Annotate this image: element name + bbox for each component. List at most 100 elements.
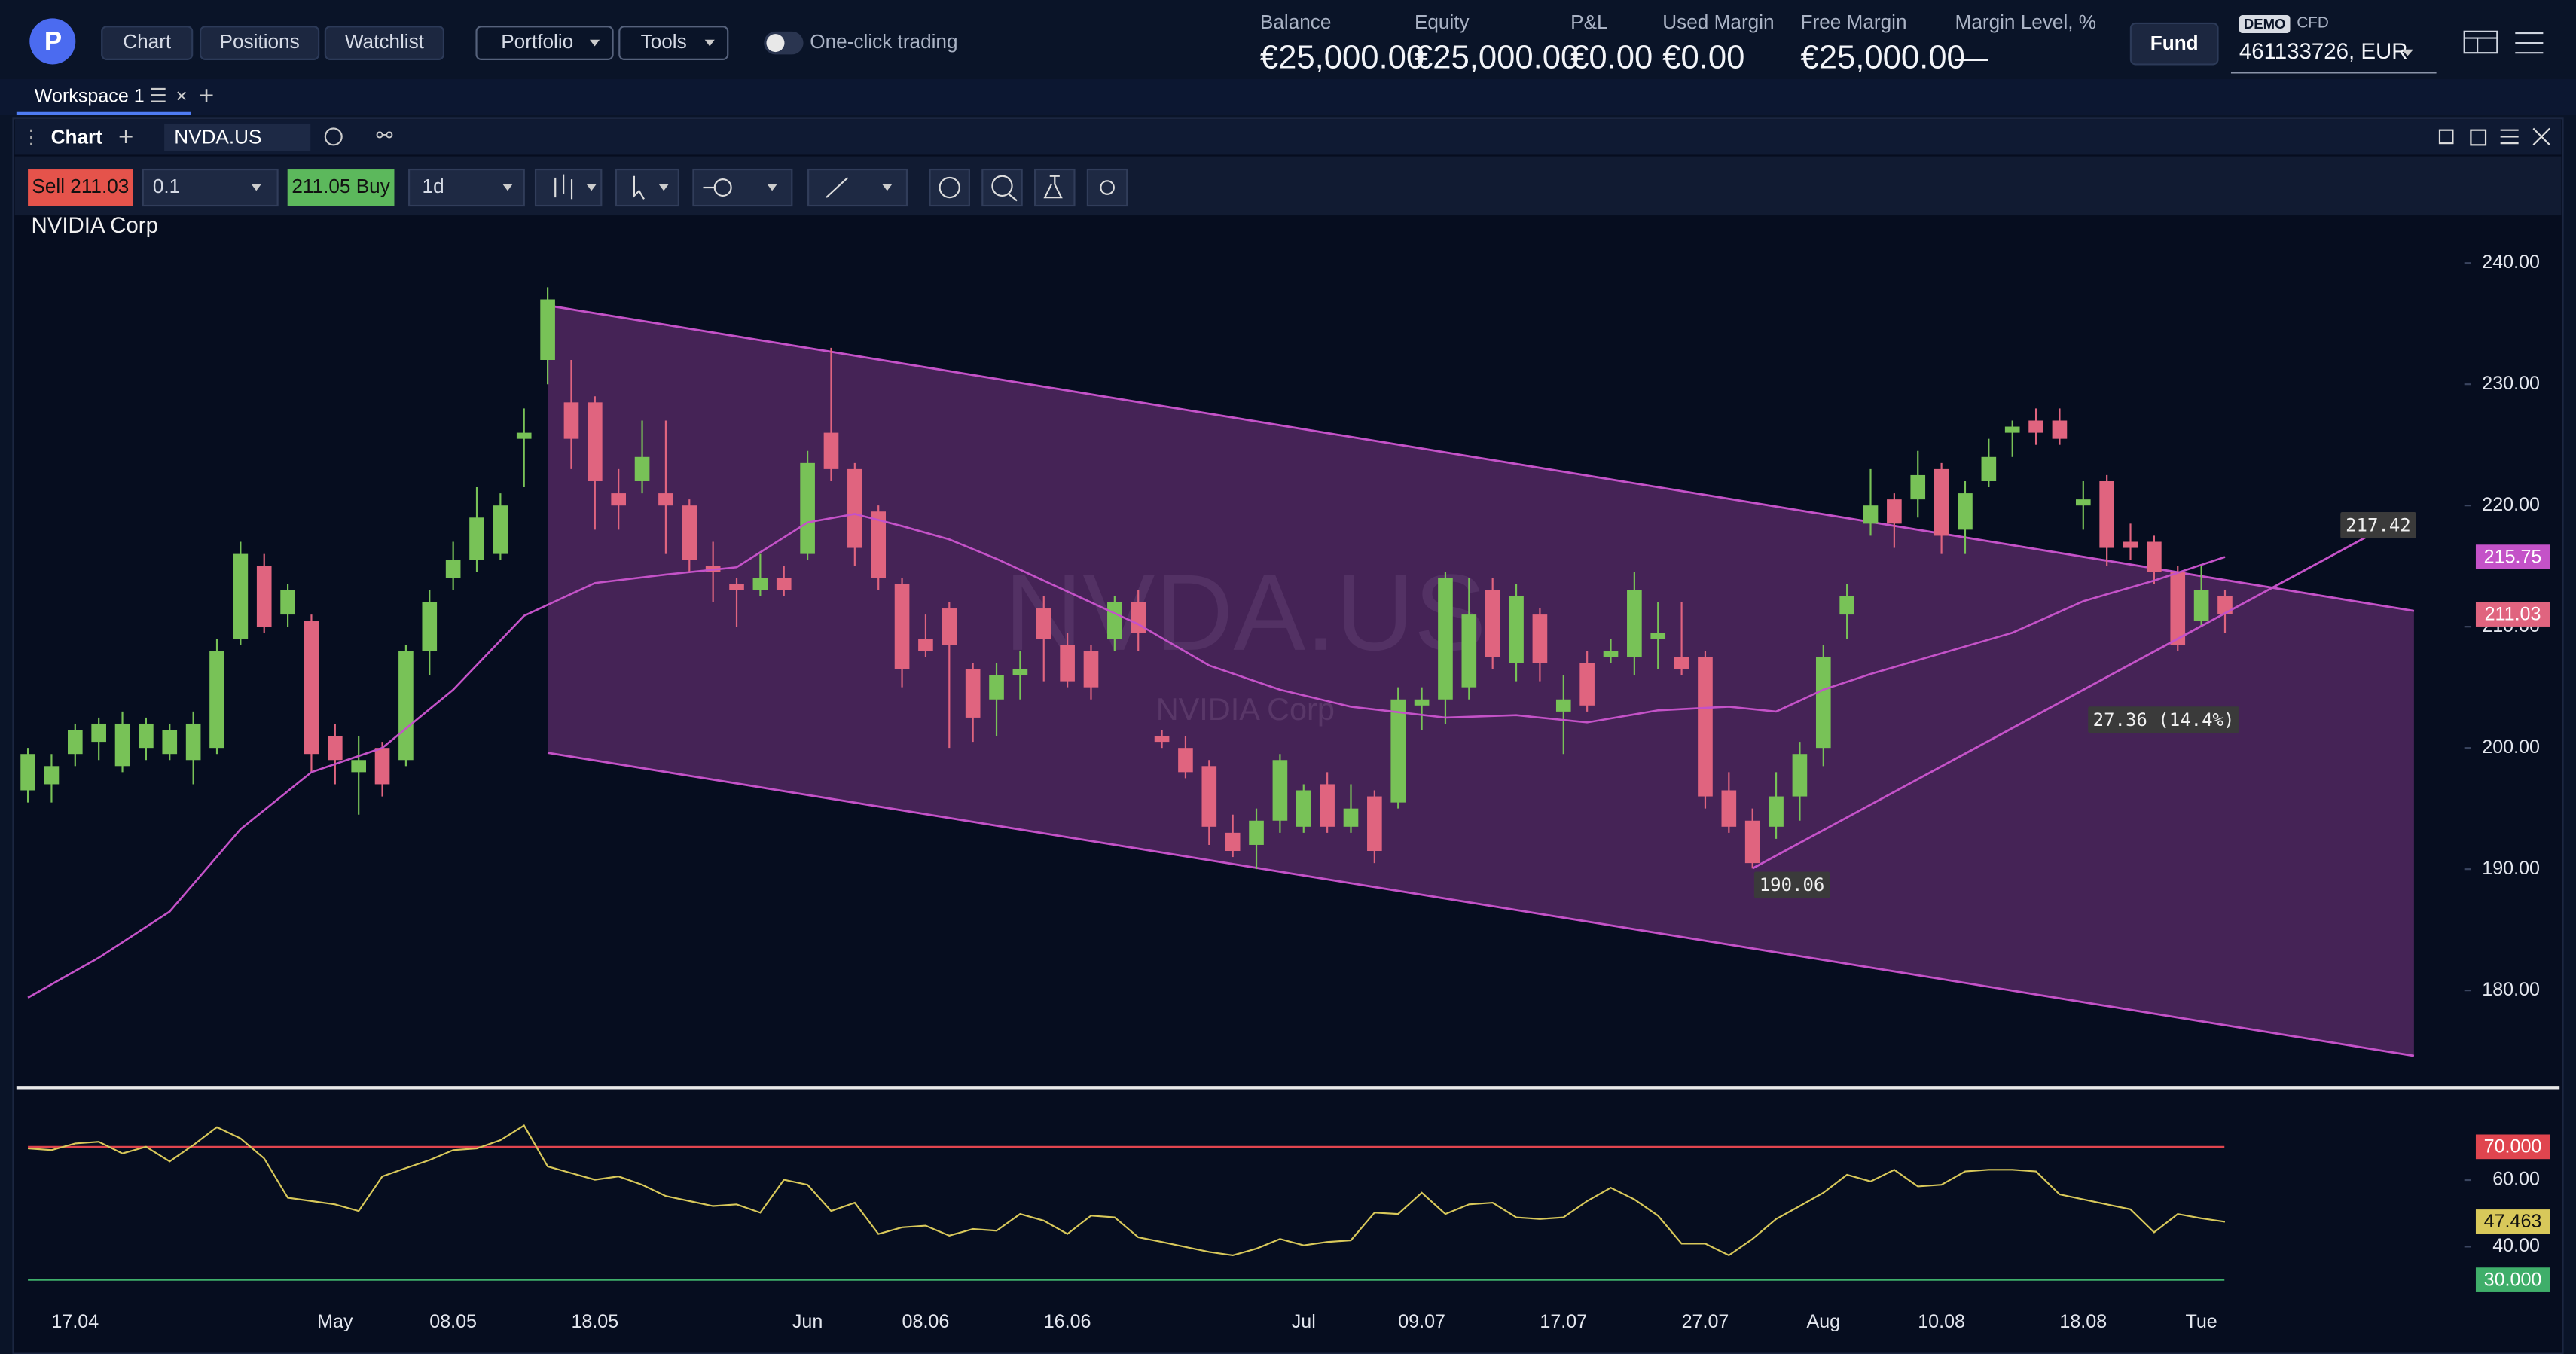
candle-body xyxy=(611,493,627,506)
interval-select[interactable] xyxy=(408,168,525,207)
caret xyxy=(590,39,600,47)
ma-price-label-box xyxy=(2475,544,2550,569)
x-tick-label: 16.06 xyxy=(1044,1311,1091,1332)
rsi-last-box xyxy=(2475,1209,2550,1234)
y-tick-label: 230.00 xyxy=(2482,373,2540,394)
menu-button[interactable] xyxy=(618,26,729,60)
stat-value: €0.00 xyxy=(1570,39,1653,75)
candle-body xyxy=(800,462,815,554)
x-tick-label: 18.05 xyxy=(571,1311,618,1332)
menu-label[interactable]: Tools xyxy=(641,30,687,53)
last-price-label-box xyxy=(2475,602,2550,627)
add-tab-icon[interactable]: + xyxy=(199,81,214,110)
rsi-level-label: 30.000 xyxy=(2484,1269,2542,1290)
watermark-subtitle: NVIDIA Corp xyxy=(1156,691,1335,727)
candle-body xyxy=(540,299,555,360)
logo[interactable] xyxy=(29,18,76,65)
tab-close-icon[interactable]: × xyxy=(175,84,187,107)
fund-button[interactable] xyxy=(2129,22,2219,66)
demo-badge-label: DEMO xyxy=(2244,16,2286,32)
candle-body xyxy=(1461,614,1477,688)
rsi-level-label-box xyxy=(2475,1267,2550,1292)
panel-controls[interactable] xyxy=(2438,127,2550,146)
top-bar: P Chart Positions Watchlist Portfolio To… xyxy=(29,11,2544,75)
caret xyxy=(704,39,715,47)
x-tick-label: 08.05 xyxy=(429,1311,477,1332)
x-tick-label: 10.08 xyxy=(1918,1311,1965,1332)
candle-body xyxy=(1744,820,1760,864)
candle-body xyxy=(871,511,887,578)
fund-label[interactable]: Fund xyxy=(2150,32,2199,54)
nav-label[interactable]: Positions xyxy=(220,30,300,53)
toggle-label: One-click trading xyxy=(810,30,957,53)
stat-label: Used Margin xyxy=(1662,11,1774,33)
candle-body xyxy=(1792,754,1808,797)
channel-fill xyxy=(548,305,2414,1057)
y-tick-label: 220.00 xyxy=(2482,494,2540,515)
buy-label[interactable]: 211.05 Buy xyxy=(291,175,390,197)
menu-icon[interactable] xyxy=(2515,32,2544,54)
candle-body xyxy=(588,402,603,481)
menu-label[interactable]: Portfolio xyxy=(501,30,573,53)
candle-body xyxy=(1131,602,1146,633)
candle-body xyxy=(185,723,201,761)
candle-body xyxy=(682,505,697,560)
symbol[interactable]: NVDA.US xyxy=(174,125,261,148)
nav-button[interactable] xyxy=(200,26,320,60)
measure-label-box xyxy=(2088,706,2239,733)
nav-label[interactable]: Chart xyxy=(123,30,172,53)
menu-button[interactable] xyxy=(475,26,614,60)
symbol-box[interactable] xyxy=(164,123,311,152)
account-type: CFD xyxy=(2297,14,2329,31)
tool-buttons[interactable] xyxy=(534,168,1128,207)
stat-value: €25,000.00 xyxy=(1260,39,1424,75)
panel-title: Chart xyxy=(51,125,103,148)
candle-body xyxy=(894,584,910,669)
interval[interactable]: 1d xyxy=(423,175,444,197)
tab-menu-icon[interactable]: ☰ xyxy=(149,84,166,107)
candle-body xyxy=(1060,645,1075,682)
candle-body xyxy=(1154,736,1170,743)
candle-body xyxy=(2075,499,2091,506)
candle-body xyxy=(1414,699,1430,706)
candle-body xyxy=(1627,590,1642,657)
rsi-level-label-box xyxy=(2475,1134,2550,1160)
x-tick-label: Tue xyxy=(2185,1311,2217,1332)
candle-body xyxy=(1178,748,1193,773)
candle-body xyxy=(469,517,484,560)
sell-label[interactable]: Sell 211.03 xyxy=(32,175,129,197)
candle-body xyxy=(1815,657,1831,749)
toolbar xyxy=(14,156,2562,216)
sell-button[interactable] xyxy=(28,169,133,206)
layout-icon[interactable] xyxy=(2463,30,2498,54)
nav-button[interactable] xyxy=(324,26,444,60)
candle-body xyxy=(1036,608,1051,639)
candle-body xyxy=(1698,657,1713,797)
nav-label[interactable]: Watchlist xyxy=(345,30,425,53)
candle-body xyxy=(1083,651,1099,688)
rsi-tick-label: 60.00 xyxy=(2492,1169,2540,1190)
add-panel-icon[interactable]: + xyxy=(118,122,133,151)
candle-body xyxy=(91,723,106,743)
candle-body xyxy=(1249,820,1264,845)
candle-body xyxy=(1012,669,1028,675)
trend-end-label: 217.42 xyxy=(2346,515,2411,536)
workspace-tab[interactable]: Workspace 1 xyxy=(35,86,145,107)
info-icon[interactable] xyxy=(324,127,343,146)
candle-body xyxy=(1485,590,1500,657)
buy-button[interactable] xyxy=(287,169,395,206)
rsi-last-label: 47.463 xyxy=(2484,1211,2542,1232)
candle-body xyxy=(989,675,1004,700)
drag-handle[interactable]: ⋮ xyxy=(21,125,41,148)
quantity[interactable]: 0.1 xyxy=(153,175,180,197)
candle-body xyxy=(752,578,768,590)
x-tick-label: May xyxy=(317,1311,353,1332)
candle-body xyxy=(351,760,366,773)
nav-button[interactable] xyxy=(101,26,194,60)
account-id[interactable]: 461133726, EUR xyxy=(2239,39,2408,64)
candle-body xyxy=(1721,790,1737,827)
candle-body xyxy=(2028,420,2043,433)
link-icon[interactable]: ⚯ xyxy=(376,124,392,146)
x-tick-label: 18.08 xyxy=(2059,1311,2107,1332)
